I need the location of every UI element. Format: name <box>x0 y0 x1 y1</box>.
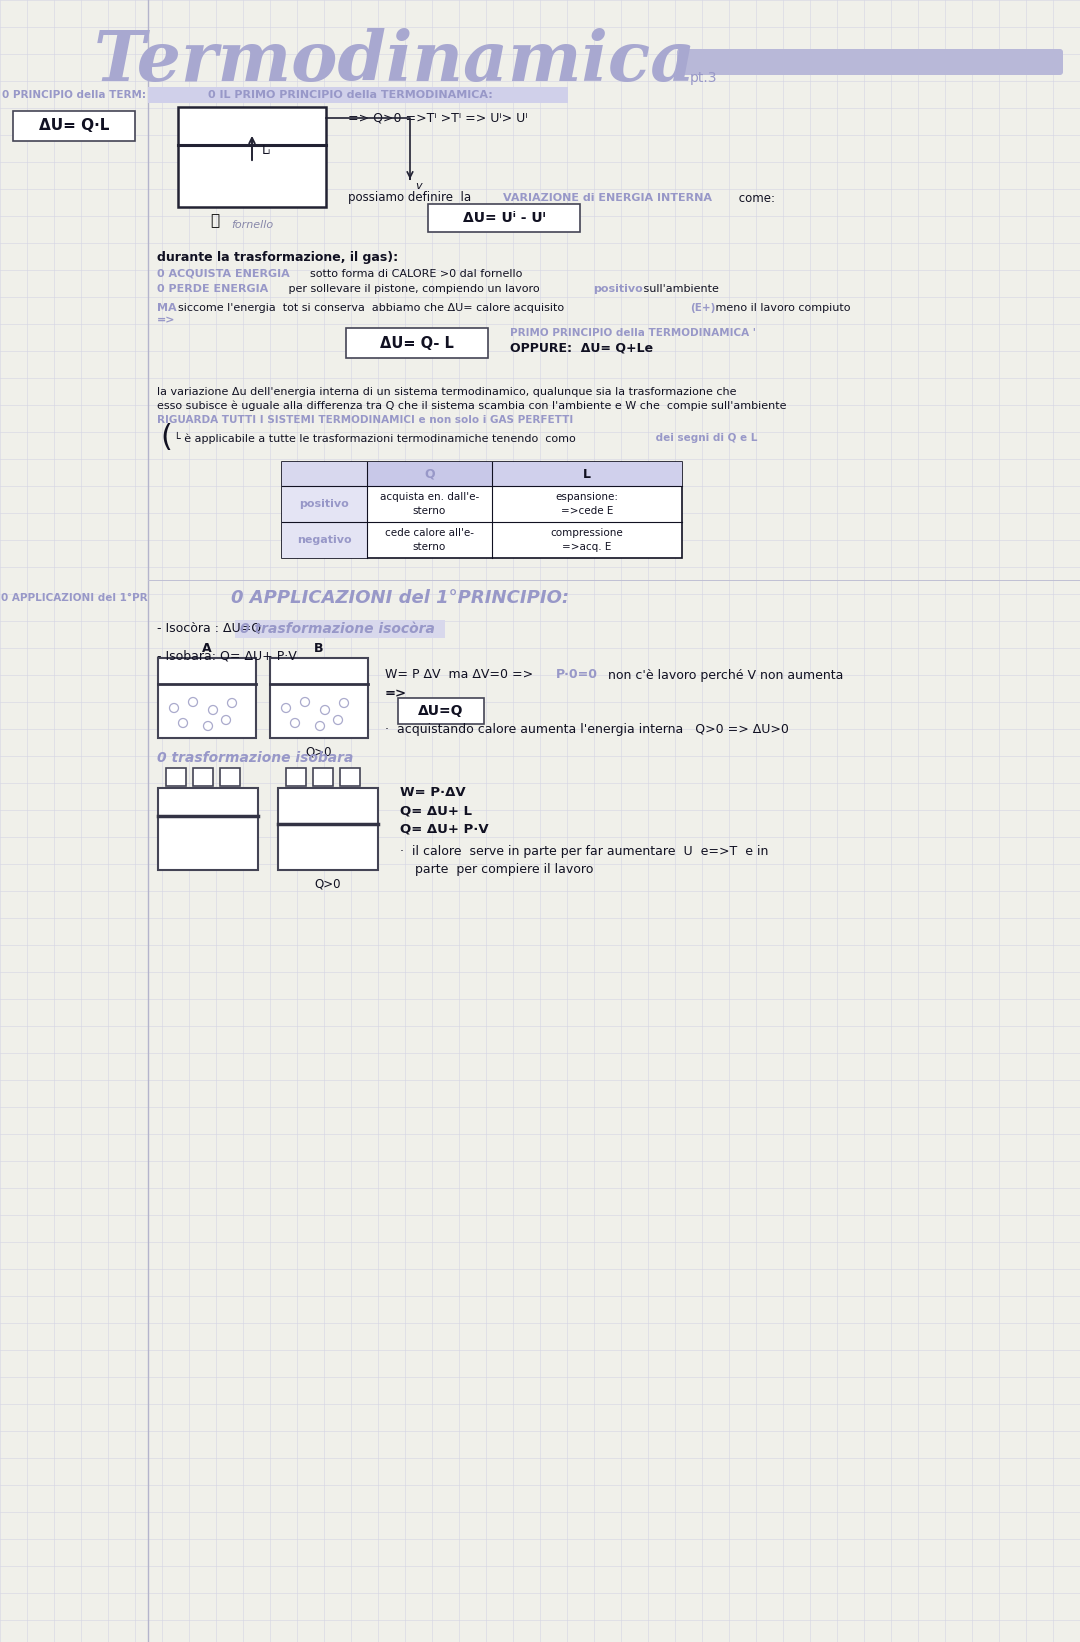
Text: positivo: positivo <box>593 284 643 294</box>
Text: Q= ΔU+ L: Q= ΔU+ L <box>400 805 472 818</box>
Text: siccome l'energia  tot si conserva  abbiamo che ΔU= calore acquisito: siccome l'energia tot si conserva abbiam… <box>178 304 568 314</box>
Text: negativo: negativo <box>297 535 352 545</box>
FancyBboxPatch shape <box>677 49 1063 76</box>
Text: possiamo definire  la: possiamo definire la <box>348 192 475 205</box>
Text: W= P ΔV  ma ΔV=0 =>: W= P ΔV ma ΔV=0 => <box>384 668 534 681</box>
Text: OPPURE:  ΔU= Q+Le: OPPURE: ΔU= Q+Le <box>510 342 653 355</box>
Text: ·  acquistando calore aumenta l'energia interna   Q>0 => ΔU>0: · acquistando calore aumenta l'energia i… <box>384 724 788 737</box>
Text: meno il lavoro compiuto: meno il lavoro compiuto <box>712 304 851 314</box>
Text: =>cede E: =>cede E <box>561 506 613 516</box>
Text: ΔU= Uⁱ - Uᴵ: ΔU= Uⁱ - Uᴵ <box>462 212 545 225</box>
Text: positivo: positivo <box>299 499 349 509</box>
Text: sull'ambiente: sull'ambiente <box>640 284 719 294</box>
Bar <box>492 461 681 486</box>
Bar <box>282 522 367 558</box>
Bar <box>193 768 213 787</box>
Text: W= P·ΔV: W= P·ΔV <box>400 787 465 800</box>
Bar <box>282 461 681 558</box>
Text: sotto forma di CALORE >0 dal fornello: sotto forma di CALORE >0 dal fornello <box>310 269 523 279</box>
Text: 0 trasformazione isobara: 0 trasformazione isobara <box>157 750 353 765</box>
Text: fornello: fornello <box>231 220 273 230</box>
Text: esso subisce è uguale alla differenza tra Q che il sistema scambia con l'ambient: esso subisce è uguale alla differenza tr… <box>157 401 786 410</box>
FancyBboxPatch shape <box>346 328 488 358</box>
Text: Q= ΔU+ P·V: Q= ΔU+ P·V <box>400 823 488 836</box>
Text: ΔU= Q·L: ΔU= Q·L <box>39 118 109 133</box>
Text: 0 APPLICAZIONI del 1°PRINCIPIO:: 0 APPLICAZIONI del 1°PRINCIPIO: <box>231 589 569 608</box>
Text: per sollevare il pistone, compiendo un lavoro: per sollevare il pistone, compiendo un l… <box>285 284 543 294</box>
Text: 0 APPLICAZIONI del 1°PR: 0 APPLICAZIONI del 1°PR <box>1 593 147 603</box>
Text: non c'è lavoro perché V non aumenta: non c'è lavoro perché V non aumenta <box>600 668 843 681</box>
Text: Termodinamica: Termodinamica <box>94 28 697 95</box>
Text: A: A <box>202 642 212 655</box>
Text: MA: MA <box>157 304 177 314</box>
Text: 0 trasformazione isocòra: 0 trasformazione isocòra <box>240 622 435 635</box>
Bar <box>282 486 367 522</box>
Text: cede calore all'e-: cede calore all'e- <box>384 529 474 539</box>
Text: sterno: sterno <box>413 542 446 552</box>
Text: => Q>0 =>Tⁱ >Tᴵ => Uⁱ> Uᴵ: => Q>0 =>Tⁱ >Tᴵ => Uⁱ> Uᴵ <box>348 112 527 125</box>
Text: espansione:: espansione: <box>555 493 619 502</box>
Text: - Isobara: Q= ΔU+ P·V: - Isobara: Q= ΔU+ P·V <box>157 650 297 662</box>
Text: dei segni di Q e L: dei segni di Q e L <box>652 433 757 443</box>
FancyBboxPatch shape <box>428 204 580 232</box>
Text: come:: come: <box>735 192 775 205</box>
Bar <box>270 658 368 737</box>
Text: pt.3: pt.3 <box>690 71 717 85</box>
Text: la variazione Δu dell'energia interna di un sistema termodinamico, qualunque sia: la variazione Δu dell'energia interna di… <box>157 388 737 397</box>
Text: ΔU= Q- L: ΔU= Q- L <box>380 335 454 350</box>
Bar <box>278 788 378 870</box>
Text: =>acq. E: =>acq. E <box>563 542 611 552</box>
Bar <box>313 768 333 787</box>
Text: =>: => <box>384 688 407 701</box>
Bar <box>340 768 360 787</box>
Text: compressione: compressione <box>551 529 623 539</box>
Text: Lᵢ: Lᵢ <box>262 143 271 156</box>
Text: 0 ACQUISTA ENERGIA: 0 ACQUISTA ENERGIA <box>157 269 289 279</box>
Text: Q>0: Q>0 <box>314 877 341 890</box>
FancyBboxPatch shape <box>13 112 135 141</box>
Bar <box>166 768 186 787</box>
Text: =>: => <box>157 315 175 325</box>
Text: 0 PERDE ENERGIA: 0 PERDE ENERGIA <box>157 284 268 294</box>
Text: RIGUARDA TUTTI I SISTEMI TERMODINAMICI e non solo i GAS PERFETTI: RIGUARDA TUTTI I SISTEMI TERMODINAMICI e… <box>157 415 573 425</box>
Text: └ è applicabile a tutte le trasformazioni termodinamiche tenendo  como: └ è applicabile a tutte le trasformazion… <box>174 432 576 443</box>
Bar <box>367 461 492 486</box>
Text: - Isocòra : ΔU=Q: - Isocòra : ΔU=Q <box>157 622 261 634</box>
Text: acquista en. dall'e-: acquista en. dall'e- <box>380 493 480 502</box>
Bar <box>282 461 681 486</box>
Text: VARIAZIONE di ENERGIA INTERNA: VARIAZIONE di ENERGIA INTERNA <box>503 194 712 204</box>
Text: 🔥: 🔥 <box>211 213 219 228</box>
Text: Q: Q <box>424 468 435 481</box>
Text: B: B <box>314 642 324 655</box>
Text: v: v <box>415 181 421 190</box>
Bar <box>158 788 258 870</box>
Text: sterno: sterno <box>413 506 446 516</box>
FancyBboxPatch shape <box>399 698 484 724</box>
Text: ·  il calore  serve in parte per far aumentare  U  e=>T  e in: · il calore serve in parte per far aumen… <box>400 846 768 859</box>
Text: PRIMO PRINCIPIO della TERMODINAMICA ': PRIMO PRINCIPIO della TERMODINAMICA ' <box>510 328 756 338</box>
Text: Q>0: Q>0 <box>306 745 333 759</box>
Bar <box>178 107 326 207</box>
Text: 0 PRINCIPIO della TERM:: 0 PRINCIPIO della TERM: <box>2 90 146 100</box>
Bar <box>235 621 445 639</box>
Text: ΔU=Q: ΔU=Q <box>418 704 463 718</box>
Bar <box>286 768 306 787</box>
Bar <box>158 658 256 737</box>
Text: 0 IL PRIMO PRINCIPIO della TERMODINAMICA:: 0 IL PRIMO PRINCIPIO della TERMODINAMICA… <box>207 90 492 100</box>
Bar <box>148 87 568 103</box>
Text: (: ( <box>160 424 172 453</box>
Text: (E+): (E+) <box>690 304 715 314</box>
Text: parte  per compiere il lavoro: parte per compiere il lavoro <box>415 864 593 877</box>
Text: L: L <box>583 468 591 481</box>
Bar <box>220 768 240 787</box>
Text: durante la trasformazione, il gas):: durante la trasformazione, il gas): <box>157 251 399 263</box>
Text: P·0=0: P·0=0 <box>556 668 598 681</box>
